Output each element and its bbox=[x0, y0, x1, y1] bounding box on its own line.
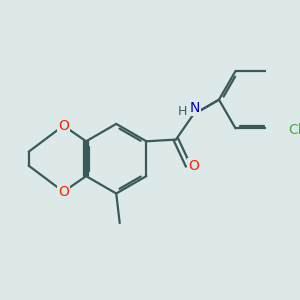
Text: O: O bbox=[188, 159, 199, 173]
Text: O: O bbox=[58, 185, 69, 199]
Text: Cl: Cl bbox=[289, 123, 300, 137]
Text: N: N bbox=[190, 101, 200, 115]
Text: O: O bbox=[58, 118, 69, 133]
Text: H: H bbox=[178, 105, 187, 118]
